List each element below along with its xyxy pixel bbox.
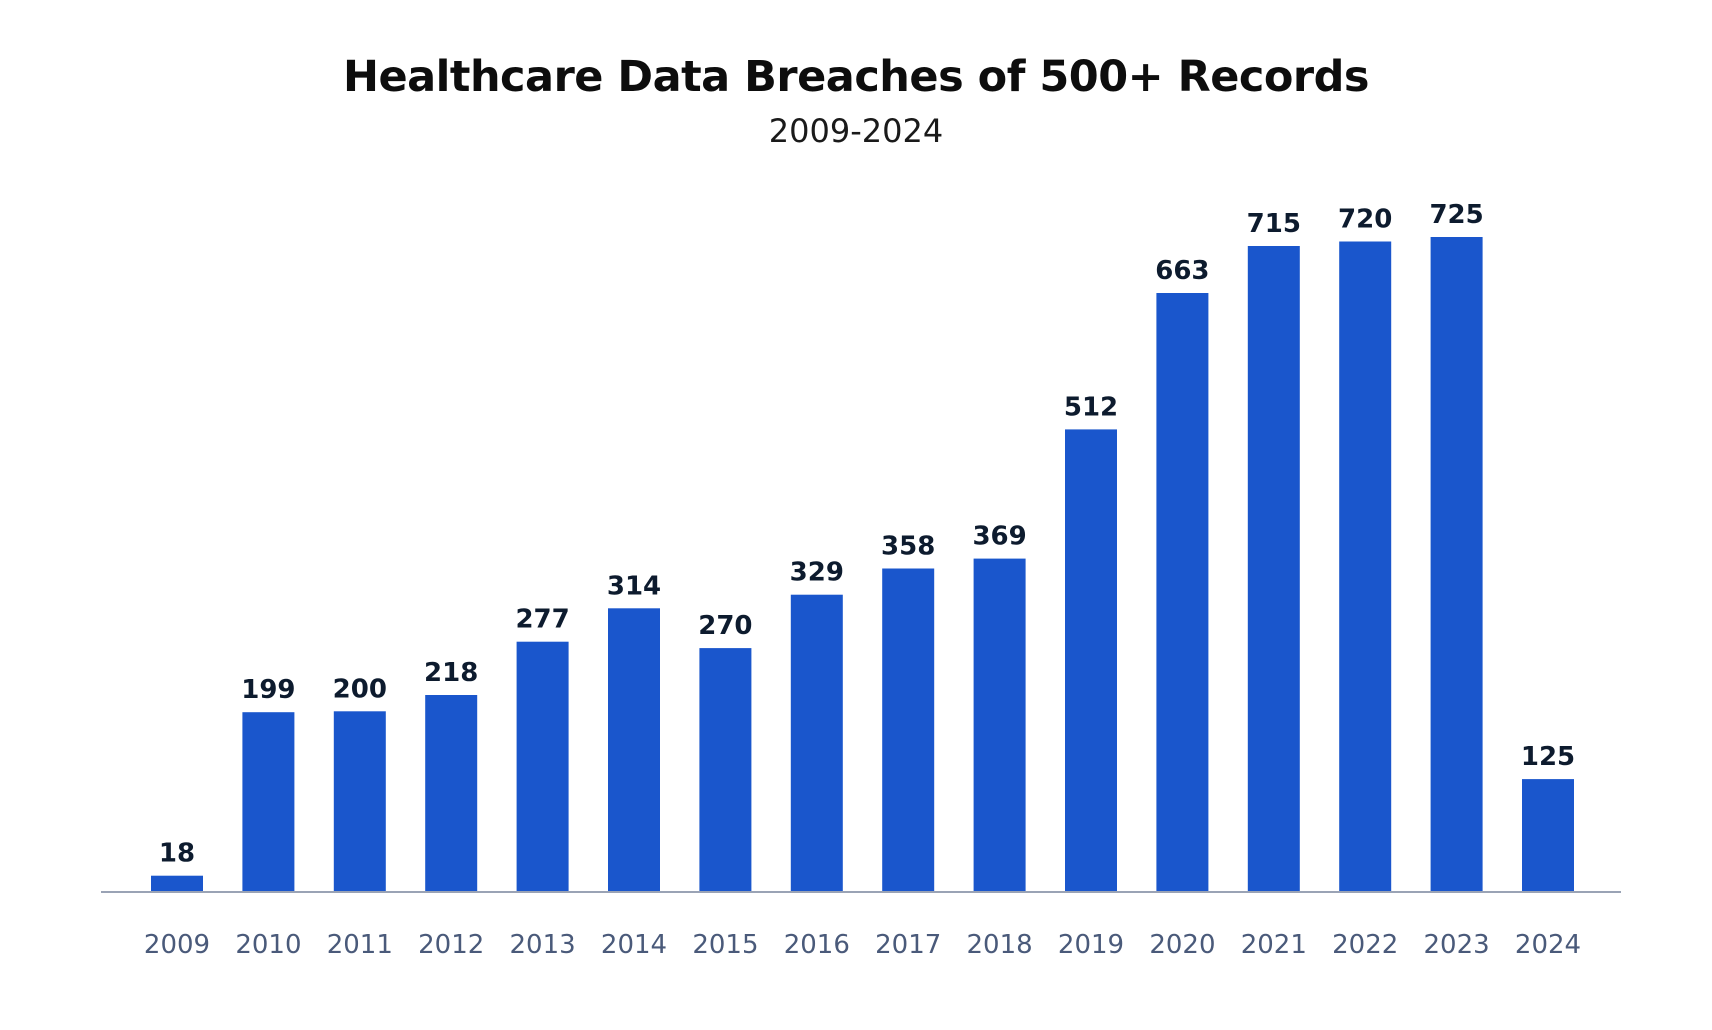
- bar-2022: [1339, 241, 1392, 892]
- x-tick-label-2018: 2018: [967, 930, 1033, 960]
- value-label-2018: 369: [972, 522, 1026, 552]
- x-tick-label-2016: 2016: [784, 930, 850, 960]
- value-label-2012: 218: [424, 658, 478, 688]
- bar-2017: [882, 568, 935, 892]
- x-tick-label-2024: 2024: [1515, 930, 1581, 960]
- x-tick-label-2019: 2019: [1058, 930, 1124, 960]
- value-label-2019: 512: [1064, 392, 1118, 422]
- bar-2019: [1065, 429, 1117, 892]
- bar-2011: [333, 711, 386, 892]
- chart-subtitle: 2009-2024: [768, 112, 944, 150]
- bar-2010: [242, 712, 295, 892]
- x-tick-label-2023: 2023: [1424, 930, 1490, 960]
- x-tick-label-2022: 2022: [1332, 930, 1398, 960]
- value-label-2024: 125: [1521, 742, 1575, 772]
- chart-title: Healthcare Data Breaches of 500+ Records: [342, 52, 1370, 102]
- x-tick-labels-group: 2009 2010 2011 2012 2013 2014 2015 2016 2017 2018…: [144, 930, 1581, 960]
- bar-2016: [790, 594, 843, 892]
- bar-2009: [151, 875, 203, 892]
- bar-2021: [1247, 246, 1300, 892]
- value-label-2009: 18: [159, 839, 195, 869]
- x-tick-label-2015: 2015: [692, 930, 758, 960]
- x-tick-label-2020: 2020: [1149, 930, 1215, 960]
- value-label-2021: 715: [1247, 209, 1301, 239]
- x-tick-label-2017: 2017: [875, 930, 941, 960]
- x-tick-label-2009: 2009: [144, 930, 210, 960]
- bar-2015: [699, 648, 752, 892]
- value-label-2015: 270: [698, 611, 752, 641]
- x-tick-label-2013: 2013: [510, 930, 576, 960]
- value-label-2016: 329: [790, 558, 844, 588]
- value-label-2023: 725: [1429, 200, 1483, 230]
- value-label-2011: 200: [333, 674, 387, 704]
- value-label-2013: 277: [515, 605, 569, 635]
- bar-2013: [516, 641, 569, 892]
- x-tick-label-2011: 2011: [327, 930, 393, 960]
- value-labels-group: 18 199 200 218 277 314 270 329 358 369 512 663 715 72…: [159, 200, 1575, 869]
- value-label-2022: 720: [1338, 205, 1392, 235]
- bar-2018: [973, 558, 1026, 892]
- value-label-2010: 199: [241, 675, 295, 705]
- value-label-2020: 663: [1155, 256, 1209, 286]
- value-label-2014: 314: [607, 571, 661, 601]
- x-tick-label-2014: 2014: [601, 930, 667, 960]
- bar-2012: [425, 695, 478, 892]
- bar-2014: [608, 608, 660, 892]
- x-tick-label-2012: 2012: [418, 930, 484, 960]
- x-tick-label-2021: 2021: [1241, 930, 1307, 960]
- bar-2020: [1156, 293, 1209, 892]
- bar-2024: [1522, 779, 1574, 892]
- bars-group: [151, 237, 1574, 892]
- value-label-2017: 358: [881, 532, 935, 562]
- x-tick-label-2010: 2010: [235, 930, 301, 960]
- bar-2023: [1430, 237, 1483, 892]
